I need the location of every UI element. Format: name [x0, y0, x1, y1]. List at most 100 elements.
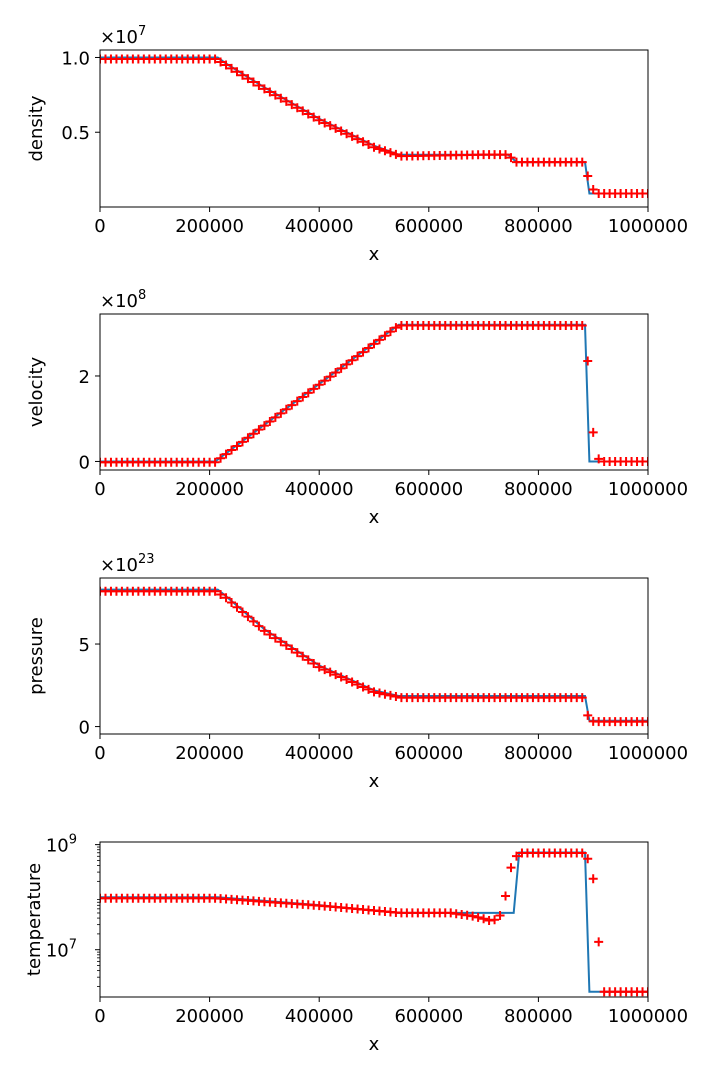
data-point: [210, 54, 220, 64]
data-point: [221, 593, 231, 603]
x-tick-label: 1000000: [608, 743, 688, 764]
y-tick-label: 5: [79, 635, 90, 656]
data-point: [643, 456, 648, 466]
x-axis-label: x: [369, 771, 380, 792]
data-point: [336, 126, 346, 136]
data-point: [216, 57, 226, 67]
data-point: [588, 874, 598, 884]
data-point: [232, 67, 242, 77]
x-tick-label: 0: [94, 743, 105, 764]
data-point: [347, 677, 357, 687]
axes-frame: [99, 841, 649, 998]
data-point: [309, 384, 319, 394]
x-axis-label: x: [369, 1034, 380, 1055]
data-point: [281, 96, 291, 106]
data-point: [358, 347, 368, 357]
data-point: [287, 400, 297, 410]
data-point: [270, 90, 280, 100]
data-point: [594, 454, 604, 464]
data-point: [287, 644, 297, 654]
y-tick-label: 0: [79, 452, 90, 473]
data-point: [380, 689, 390, 699]
data-point: [281, 404, 291, 414]
data-point: [254, 621, 264, 631]
x-tick-label: 800000: [504, 479, 573, 500]
x-tick-label: 200000: [175, 743, 244, 764]
data-point: [391, 692, 401, 702]
data-point: [210, 457, 220, 467]
data-point: [353, 679, 363, 689]
data-point: [369, 339, 379, 349]
data-point: [298, 392, 308, 402]
data-point: [270, 633, 280, 643]
data-point: [594, 937, 604, 947]
x-tick-label: 400000: [285, 216, 354, 237]
data-point: [473, 912, 483, 922]
data-point: [643, 987, 648, 997]
data-point: [353, 134, 363, 144]
axes-frame: [99, 49, 649, 208]
panel-density: 0 200000 400000 600000 800000 1000000 x 0.5 1.0 ×…: [26, 24, 688, 265]
data-point: [380, 146, 390, 156]
x-tick-label: 600000: [394, 479, 463, 500]
data-point: [336, 672, 346, 682]
series-markers: [100, 321, 648, 467]
data-point: [248, 77, 258, 87]
y-tick-label: 0: [79, 718, 90, 739]
data-point: [583, 171, 593, 181]
data-point: [243, 74, 253, 84]
series-line: [100, 851, 648, 993]
data-point: [380, 331, 390, 341]
data-point: [490, 915, 500, 925]
plot-area: [100, 54, 648, 199]
data-point: [358, 682, 368, 692]
x-tick-label: 0: [94, 1006, 105, 1027]
data-point: [303, 109, 313, 119]
x-tick-label: 1000000: [608, 216, 688, 237]
x-tick-label: 200000: [175, 216, 244, 237]
x-tick-label: 800000: [504, 1006, 573, 1027]
data-point: [588, 185, 598, 195]
data-point: [292, 396, 302, 406]
data-point: [309, 112, 319, 122]
data-point: [325, 121, 335, 131]
data-point: [320, 118, 330, 128]
data-point: [577, 157, 587, 167]
data-point: [314, 662, 324, 672]
data-point: [583, 854, 593, 864]
data-point: [254, 425, 264, 435]
data-point: [353, 351, 363, 361]
data-point: [369, 687, 379, 697]
data-point: [501, 891, 511, 901]
data-point: [227, 445, 237, 455]
data-point: [210, 586, 220, 596]
data-point: [588, 427, 598, 437]
y-tick-label: 0.5: [61, 123, 90, 144]
panel-pressure: 0 200000 400000 600000 800000 1000000 x 0 5 ×1023…: [26, 552, 688, 792]
data-point: [342, 129, 352, 139]
x-tick-label: 400000: [285, 743, 354, 764]
x-tick-label: 200000: [175, 1006, 244, 1027]
data-point: [314, 380, 324, 390]
data-point: [374, 335, 384, 345]
data-point: [314, 115, 324, 125]
y-axis-label: density: [26, 95, 47, 161]
panel-temperature: 0 200000 400000 600000 800000 1000000 x 107 109t…: [24, 833, 688, 1055]
data-point: [276, 93, 286, 103]
data-point: [391, 149, 401, 159]
data-point: [254, 80, 264, 90]
data-point: [216, 453, 226, 463]
y-tick-label: 1.0: [61, 48, 90, 69]
data-point: [309, 659, 319, 669]
data-point: [259, 626, 269, 636]
x-tick-label: 400000: [285, 1006, 354, 1027]
data-point: [281, 640, 291, 650]
data-point: [374, 688, 384, 698]
data-point: [501, 150, 511, 160]
x-tick-label: 1000000: [608, 479, 688, 500]
series-markers: [100, 54, 648, 199]
y-offset-label: ×108: [100, 288, 146, 312]
data-point: [364, 343, 374, 353]
x-tick-label: 600000: [394, 1006, 463, 1027]
data-point: [347, 131, 357, 141]
